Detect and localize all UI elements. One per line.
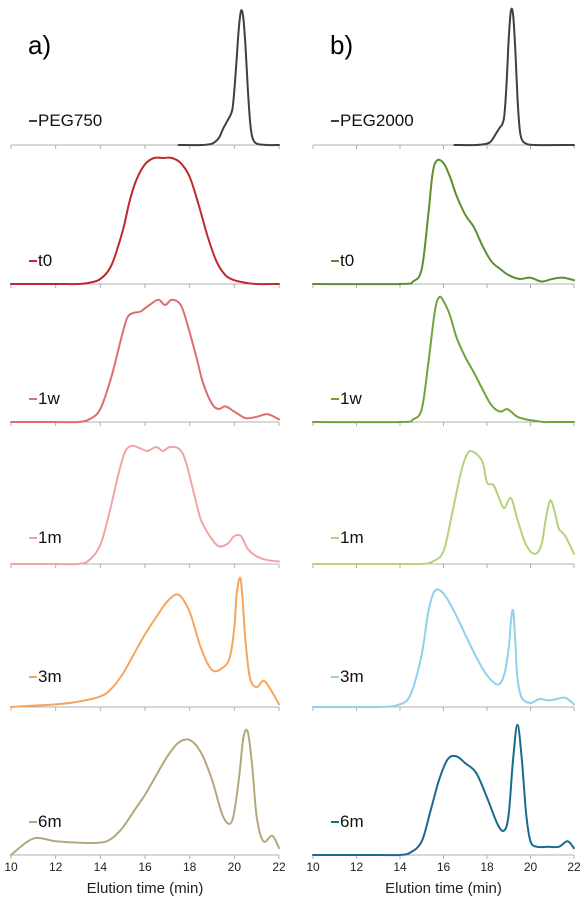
x-axis-title-a: Elution time (min) (87, 880, 204, 897)
trace-b-PEG2000 (454, 9, 574, 145)
series-label-a-6m: 6m (38, 812, 62, 831)
series-label-b-6m: 6m (340, 812, 364, 831)
trace-b-1m (313, 451, 574, 564)
series-label-a-t0: t0 (38, 251, 52, 270)
panel-label-b: b) (330, 30, 353, 60)
series-label-a-1w: 1w (38, 389, 60, 408)
x-tick-label-a-14: 14 (94, 860, 108, 874)
series-label-a-PEG750: PEG750 (38, 111, 102, 130)
trace-b-3m (313, 589, 574, 707)
x-tick-label-b-14: 14 (393, 860, 407, 874)
series-label-b-PEG2000: PEG2000 (340, 111, 414, 130)
x-tick-label-b-12: 12 (350, 860, 364, 874)
series-label-a-3m: 3m (38, 667, 62, 686)
panel-label-a: a) (28, 30, 51, 60)
trace-a-PEG750 (179, 10, 280, 145)
series-label-b-t0: t0 (340, 251, 354, 270)
x-tick-label-b-18: 18 (480, 860, 494, 874)
trace-b-6m (313, 725, 574, 855)
series-label-a-1m: 1m (38, 528, 62, 547)
trace-a-6m (11, 730, 279, 855)
series-label-b-1w: 1w (340, 389, 362, 408)
x-tick-label-a-20: 20 (228, 860, 242, 874)
x-tick-label-a-10: 10 (4, 860, 18, 874)
series-label-b-3m: 3m (340, 667, 364, 686)
series-label-b-1m: 1m (340, 528, 364, 547)
x-tick-label-a-16: 16 (138, 860, 152, 874)
x-tick-label-b-20: 20 (524, 860, 538, 874)
x-axis-title-b: Elution time (min) (385, 880, 502, 897)
x-tick-label-a-22: 22 (272, 860, 286, 874)
x-tick-label-b-10: 10 (306, 860, 320, 874)
trace-a-3m (11, 578, 279, 707)
x-tick-label-a-12: 12 (49, 860, 63, 874)
x-tick-label-b-22: 22 (567, 860, 581, 874)
x-tick-label-b-16: 16 (437, 860, 451, 874)
x-tick-label-a-18: 18 (183, 860, 197, 874)
